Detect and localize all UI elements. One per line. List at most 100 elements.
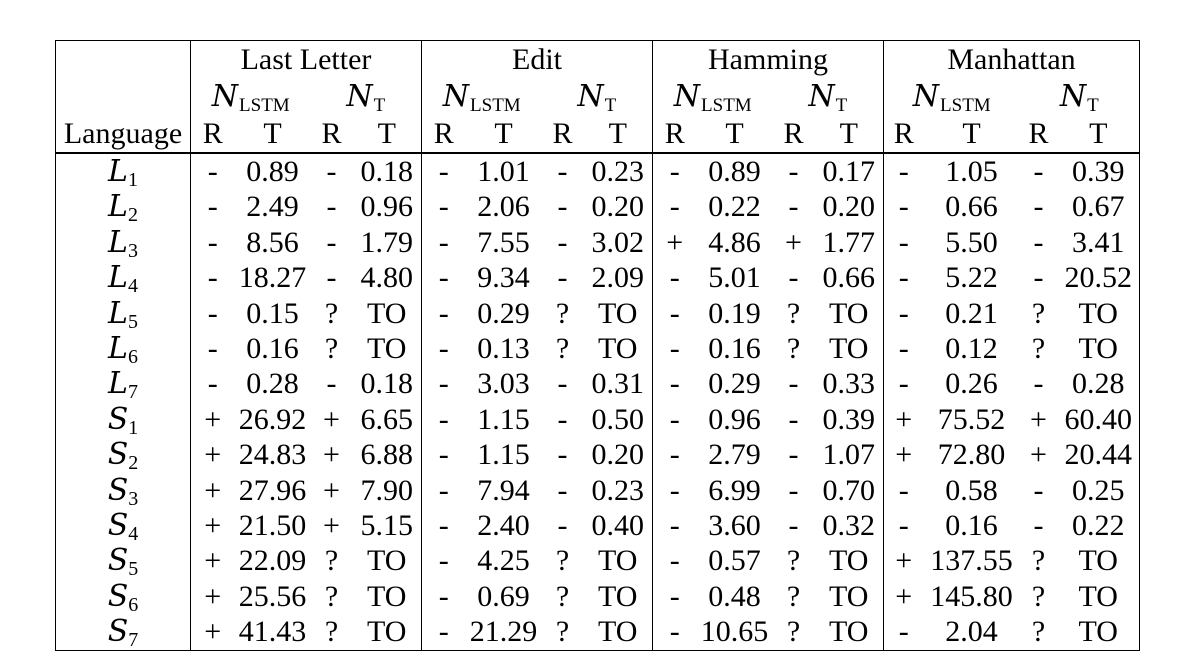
result-flag-cell: - (557, 225, 568, 259)
t-column-header: T (923, 115, 1020, 154)
table-row: L5-0.15? TO -0.29? TO -0.19? TO -0.21? TO (56, 295, 1140, 332)
result-time-cell: 137.55 (930, 544, 1013, 578)
result-time-cell: 0.66 (822, 261, 876, 295)
network-symbol: N (577, 79, 604, 114)
result-time-cell: 0.28 (246, 367, 299, 401)
result-flag-cell: - (421, 153, 466, 190)
result-flag-cell: - (883, 614, 924, 651)
r-column-header: R (310, 115, 353, 154)
result-time-cell: 27.96 (238, 473, 307, 507)
language-cell: L6 (108, 331, 138, 369)
result-flag-cell: + (883, 437, 924, 473)
result-time-cell: TO (1078, 296, 1118, 330)
network-subscript: T (1087, 95, 1099, 116)
result-time-cell: 0.67 (1072, 190, 1125, 224)
result-flag-cell: ? (786, 544, 801, 578)
result-time-cell: 0.96 (708, 402, 761, 436)
result-time-cell: TO (1078, 615, 1118, 649)
result-time-cell: TO (367, 615, 407, 649)
result-time-cell: 9.34 (477, 261, 530, 295)
result-flag-cell: ? (786, 579, 801, 613)
result-time-cell: 7.90 (360, 473, 414, 507)
result-flag-cell: - (421, 260, 466, 296)
result-time-cell: 7.94 (477, 473, 530, 507)
result-time-cell: 18.27 (238, 261, 307, 295)
result-flag-cell: - (190, 295, 235, 332)
model-header-t: NT (773, 78, 884, 115)
result-time-cell: TO (598, 579, 638, 613)
network-subscript: LSTM (940, 95, 991, 116)
result-flag-cell: - (883, 260, 924, 296)
result-time-cell: 0.17 (822, 155, 876, 188)
result-flag-cell: - (652, 153, 697, 190)
language-cell: S7 (107, 614, 139, 652)
result-time-cell: TO (598, 615, 638, 649)
result-flag-cell: - (326, 225, 337, 259)
language-cell: L4 (108, 260, 138, 298)
result-time-cell: TO (367, 296, 407, 330)
result-time-cell: 2.04 (945, 615, 998, 649)
result-flag-cell: - (421, 578, 466, 615)
result-flag-cell: - (883, 153, 924, 190)
result-flag-cell: - (788, 473, 799, 507)
table-row: S5 +22.09? TO -4.25? TO -0.57? TO +137.55? TO (56, 543, 1140, 579)
result-flag-cell: - (788, 155, 799, 188)
result-flag-cell: + (1030, 438, 1047, 472)
r-column-header: R (883, 115, 924, 154)
result-time-cell: 0.16 (945, 509, 998, 543)
model-header-lstm: NLSTM (652, 78, 773, 116)
network-subscript: T (835, 95, 848, 116)
result-time-cell: 0.22 (708, 190, 761, 224)
result-time-cell: 3.60 (708, 509, 761, 543)
result-time-cell: 6.88 (360, 438, 414, 472)
result-time-cell: 5.22 (945, 261, 998, 295)
result-flag-cell: - (652, 472, 697, 509)
t-column-header: T (696, 115, 773, 154)
result-flag-cell: - (326, 261, 337, 295)
group-header-manhattan: Manhattan (883, 40, 1140, 78)
result-time-cell: 145.80 (930, 579, 1013, 613)
result-flag-cell: - (190, 331, 235, 367)
result-flag-cell: - (1033, 261, 1044, 295)
table-row: L1-0.89-0.18-1.01-0.23-0.89-0.17-1.05-0.… (56, 153, 1140, 190)
result-time-cell: TO (1078, 332, 1118, 366)
result-time-cell: 1.77 (822, 225, 876, 259)
network-symbol: N (346, 79, 373, 114)
result-time-cell: 2.49 (246, 190, 299, 224)
result-flag-cell: ? (1031, 615, 1046, 649)
language-cell: S3 (107, 472, 139, 510)
result-flag-cell: ? (324, 544, 339, 578)
result-time-cell: 10.65 (700, 615, 769, 649)
model-header-lstm: NLSTM (190, 78, 311, 115)
result-time-cell: 0.33 (822, 367, 876, 401)
result-flag-cell: - (557, 261, 568, 295)
network-subscript: LSTM (701, 95, 752, 116)
result-time-cell: 0.70 (822, 473, 876, 507)
results-table: Last Letter Edit Hamming Manhattan NLSTM… (55, 40, 1140, 651)
result-time-cell: 21.29 (469, 615, 538, 649)
result-flag-cell: + (323, 438, 340, 472)
result-flag-cell: - (421, 295, 466, 332)
network-symbol: N (808, 79, 835, 114)
result-time-cell: TO (829, 615, 869, 649)
result-flag-cell: + (190, 578, 235, 615)
result-flag-cell: ? (1031, 332, 1046, 366)
result-time-cell: 4.86 (708, 225, 761, 259)
result-flag-cell: - (652, 295, 697, 332)
result-time-cell: 3.02 (591, 225, 645, 259)
result-flag-cell: - (557, 402, 568, 436)
result-time-cell: 0.26 (945, 367, 998, 401)
result-time-cell: 1.07 (822, 438, 876, 472)
result-flag-cell: - (652, 578, 697, 615)
result-time-cell: 6.99 (708, 473, 761, 507)
result-flag-cell: + (652, 224, 697, 261)
result-time-cell: 0.32 (822, 509, 876, 543)
r-column-header: R (1019, 115, 1058, 154)
result-flag-cell: ? (555, 296, 570, 330)
result-time-cell: 0.12 (945, 332, 998, 366)
result-time-cell: TO (829, 579, 869, 613)
result-flag-cell: - (421, 543, 466, 579)
group-header-edit: Edit (421, 40, 653, 78)
result-time-cell: 0.40 (591, 509, 645, 543)
result-flag-cell: ? (786, 332, 801, 366)
